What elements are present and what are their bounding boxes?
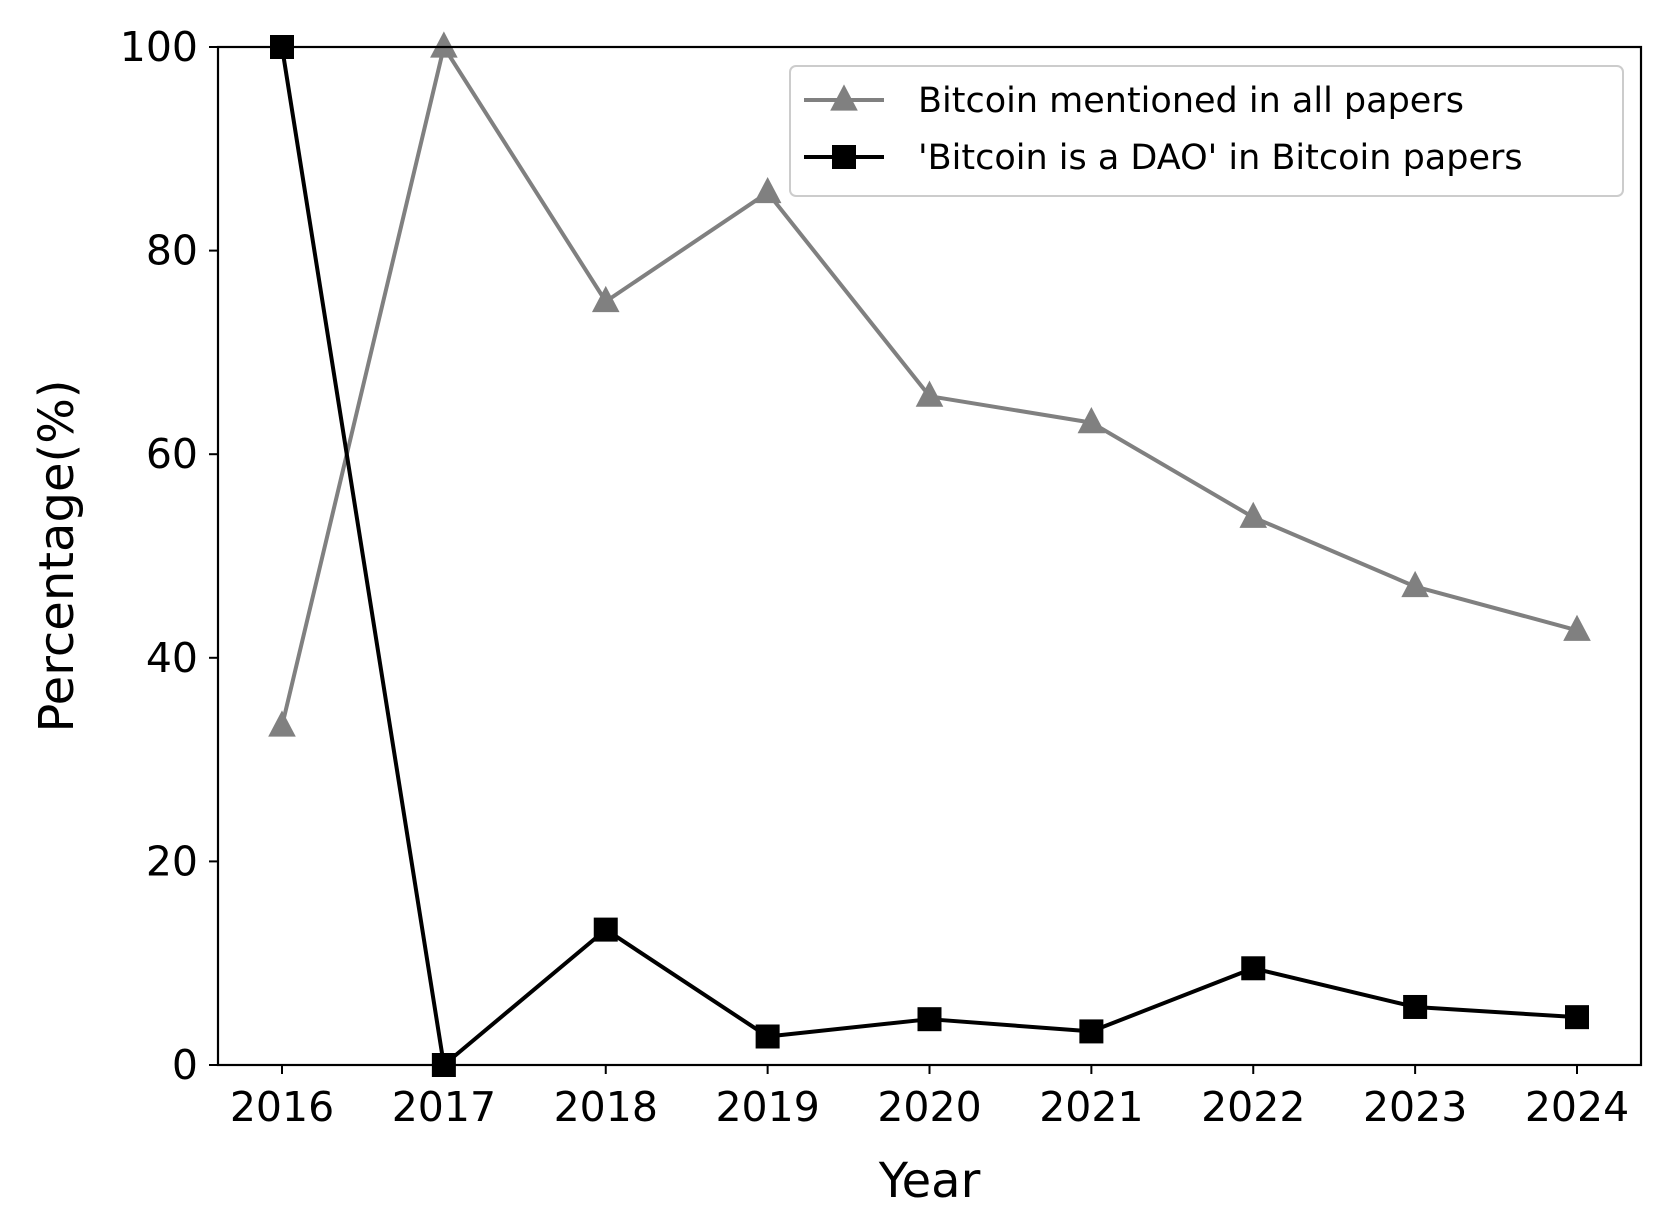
legend-box [789, 65, 1624, 197]
data-point [1565, 1005, 1589, 1030]
legend-entries: Bitcoin mentioned in all papers 'Bitcoin … [804, 81, 1523, 178]
data-point [755, 1024, 780, 1049]
legend-marker [832, 145, 856, 169]
legend-entry: 'Bitcoin is a DAO' in Bitcoin papers [804, 138, 1523, 178]
x-axis-title: Year [878, 1153, 981, 1209]
data-point [917, 1007, 942, 1032]
data-point [430, 31, 458, 58]
data-point [915, 380, 944, 407]
y-tick-label: 100 [120, 23, 198, 71]
x-tick-label: 2023 [1363, 1083, 1467, 1131]
x-tick-label: 2020 [877, 1083, 981, 1131]
x-tick-label: 2022 [1201, 1083, 1305, 1131]
y-tick-label: 20 [146, 837, 198, 885]
legend-label: Bitcoin mentioned in all papers [918, 81, 1464, 121]
series-1 [268, 31, 1591, 737]
data-point [753, 176, 782, 204]
data-point [1401, 570, 1429, 598]
x-tick-label: 2021 [1039, 1083, 1143, 1131]
data-point [268, 710, 296, 737]
x-tick-label: 2019 [715, 1083, 819, 1131]
legend-entry: Bitcoin mentioned in all papers [804, 81, 1464, 121]
data-point [1241, 956, 1266, 981]
data-point [1077, 407, 1106, 434]
y-tick-label: 60 [146, 430, 198, 478]
data-point [591, 285, 620, 313]
x-tick-label: 2024 [1525, 1083, 1629, 1131]
data-point [1403, 994, 1428, 1019]
data-point [1079, 1019, 1104, 1044]
data-point [593, 917, 618, 942]
axis-layer: 2016 2017 2018 2019 2020 2021 2022 2023 2024 0 20 4… [120, 23, 1629, 1131]
x-tick-label: 2017 [392, 1083, 496, 1131]
y-axis-title: Percentage(%) [29, 379, 85, 732]
legend-marker [830, 84, 858, 111]
y-tick-label: 0 [172, 1041, 198, 1089]
x-tick-label: 2018 [554, 1083, 658, 1131]
legend-label: 'Bitcoin is a DAO' in Bitcoin papers [918, 138, 1523, 178]
data-point [1563, 614, 1591, 641]
data-point [1239, 501, 1268, 528]
y-tick-label: 80 [146, 227, 198, 275]
x-tick-label: 2016 [230, 1083, 334, 1131]
series-layer [268, 31, 1591, 1077]
y-tick-label: 40 [146, 634, 198, 682]
legend: Bitcoin mentioned in all papers 'Bitcoin … [789, 65, 1624, 197]
